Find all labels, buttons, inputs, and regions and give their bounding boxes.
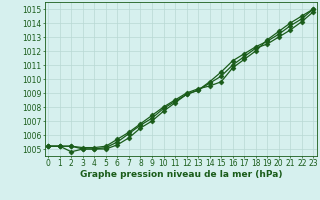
X-axis label: Graphe pression niveau de la mer (hPa): Graphe pression niveau de la mer (hPa) <box>80 170 282 179</box>
